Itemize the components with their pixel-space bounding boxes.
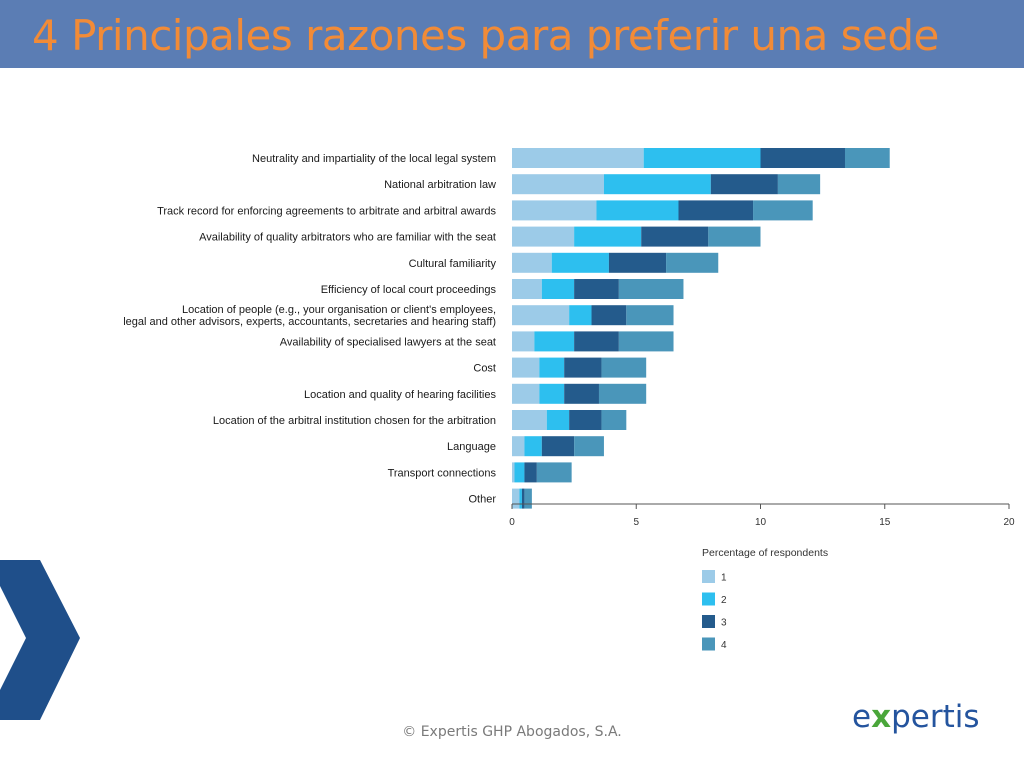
category-label: Location of people (e.g., your organisat…: [182, 304, 496, 316]
category-label: Availability of specialised lawyers at t…: [280, 336, 496, 348]
bar-segment-5-4: [666, 252, 719, 273]
bar-segment-14-1: [512, 488, 520, 509]
bar-segment-8-3: [574, 331, 619, 352]
bar-segment-2-2: [603, 174, 711, 195]
bar-segment-3-3: [678, 200, 754, 221]
bar-segment-13-2: [514, 462, 525, 483]
legend-label-2: 2: [721, 595, 727, 606]
bar-segment-6-2: [541, 279, 575, 299]
slide-title: 4 Principales razones para preferir una …: [32, 11, 939, 60]
category-label: Location and quality of hearing faciliti…: [304, 389, 497, 401]
bar-segment-3-2: [596, 200, 679, 221]
bar-segment-4-2: [574, 226, 642, 247]
x-tick-label: 0: [509, 517, 515, 528]
bar-segment-8-2: [534, 331, 575, 352]
bar-segment-11-2: [546, 410, 570, 430]
bar-segment-3-1: [512, 200, 597, 221]
bar-segment-1-2: [643, 148, 761, 168]
bar-segment-10-2: [539, 383, 565, 404]
bar-segment-5-3: [608, 252, 667, 273]
bar-segment-12-4: [574, 436, 604, 457]
bar-segment-11-3: [569, 410, 602, 430]
category-label: Other: [468, 494, 496, 506]
chevron-decoration-icon: [0, 560, 80, 720]
copyright-footer: © Expertis GHP Abogados, S.A.: [402, 724, 622, 740]
bar-segment-13-1: [512, 462, 515, 483]
bar-segment-4-3: [641, 226, 709, 247]
bar-segment-12-1: [512, 436, 525, 457]
x-tick-label: 5: [633, 517, 639, 528]
category-label: National arbitration law: [384, 179, 496, 191]
bar-segment-9-4: [601, 357, 647, 378]
bar-segment-2-1: [512, 174, 604, 195]
logo-x-mark: x: [871, 699, 892, 735]
bar-segment-7-3: [591, 305, 627, 326]
bar-segment-5-1: [512, 252, 552, 273]
category-label: Track record for enforcing agreements to…: [157, 205, 496, 217]
bar-segment-6-4: [618, 279, 684, 299]
legend-swatch-1: [702, 570, 715, 583]
category-label: legal and other advisors, experts, accou…: [123, 316, 496, 328]
bar-segment-8-1: [512, 331, 535, 352]
title-bar: 4 Principales razones para preferir una …: [0, 0, 1024, 68]
category-label: Cultural familiarity: [409, 258, 497, 270]
bar-segment-4-4: [708, 226, 761, 247]
bar-segment-14-4: [524, 488, 532, 509]
category-label: Neutrality and impartiality of the local…: [252, 153, 496, 165]
legend-label-4: 4: [721, 640, 727, 651]
logo-prefix: e: [852, 699, 872, 735]
legend-swatch-3: [702, 615, 715, 628]
bar-segment-5-2: [551, 252, 609, 273]
bar-segment-7-2: [569, 305, 592, 326]
bar-segment-12-3: [541, 436, 575, 457]
x-tick-label: 20: [1003, 517, 1015, 528]
bar-segment-2-3: [710, 174, 778, 195]
expertis-logo: expertis: [852, 698, 980, 736]
bar-segment-1-4: [844, 148, 890, 168]
bar-segment-14-3: [521, 488, 525, 509]
bar-segment-9-2: [539, 357, 565, 378]
bar-segment-1-1: [512, 148, 644, 168]
bar-segment-11-1: [512, 410, 547, 430]
legend-label-3: 3: [721, 618, 727, 629]
bar-segment-11-4: [601, 410, 627, 430]
bar-segment-10-4: [598, 383, 647, 404]
bar-segment-9-1: [512, 357, 540, 378]
legend-swatch-4: [702, 637, 715, 651]
category-label: Transport connections: [388, 467, 497, 479]
stacked-bar-chart: Neutrality and impartiality of the local…: [123, 148, 1015, 651]
legend-title: Percentage of respondents: [702, 547, 828, 559]
bar-segment-3-4: [753, 200, 813, 221]
category-label: Efficiency of local court proceedings: [321, 284, 497, 296]
category-label: Language: [447, 441, 496, 453]
bar-segment-7-1: [512, 305, 570, 326]
bar-segment-12-2: [524, 436, 542, 457]
bar-segment-4-1: [512, 226, 575, 247]
bar-segment-10-3: [564, 383, 599, 404]
bar-segment-13-3: [524, 462, 537, 483]
bar-segment-7-4: [626, 305, 674, 326]
legend-swatch-2: [702, 592, 715, 606]
category-label: Availability of quality arbitrators who …: [199, 232, 496, 244]
bar-segment-6-3: [574, 279, 619, 299]
bar-segment-1-3: [760, 148, 845, 168]
bar-segment-13-4: [536, 462, 572, 483]
bar-segment-10-1: [512, 383, 540, 404]
category-label: Location of the arbitral institution cho…: [213, 415, 496, 427]
logo-suffix: pertis: [891, 699, 980, 735]
bar-segment-6-1: [512, 279, 542, 299]
bar-segment-9-3: [564, 357, 602, 378]
bar-segment-2-4: [777, 174, 821, 195]
x-tick-label: 15: [879, 517, 891, 528]
x-tick-label: 10: [755, 517, 767, 528]
bar-segment-14-2: [519, 488, 522, 509]
bar-segment-8-4: [618, 331, 674, 352]
legend-label-1: 1: [721, 573, 727, 584]
category-label: Cost: [473, 363, 496, 375]
